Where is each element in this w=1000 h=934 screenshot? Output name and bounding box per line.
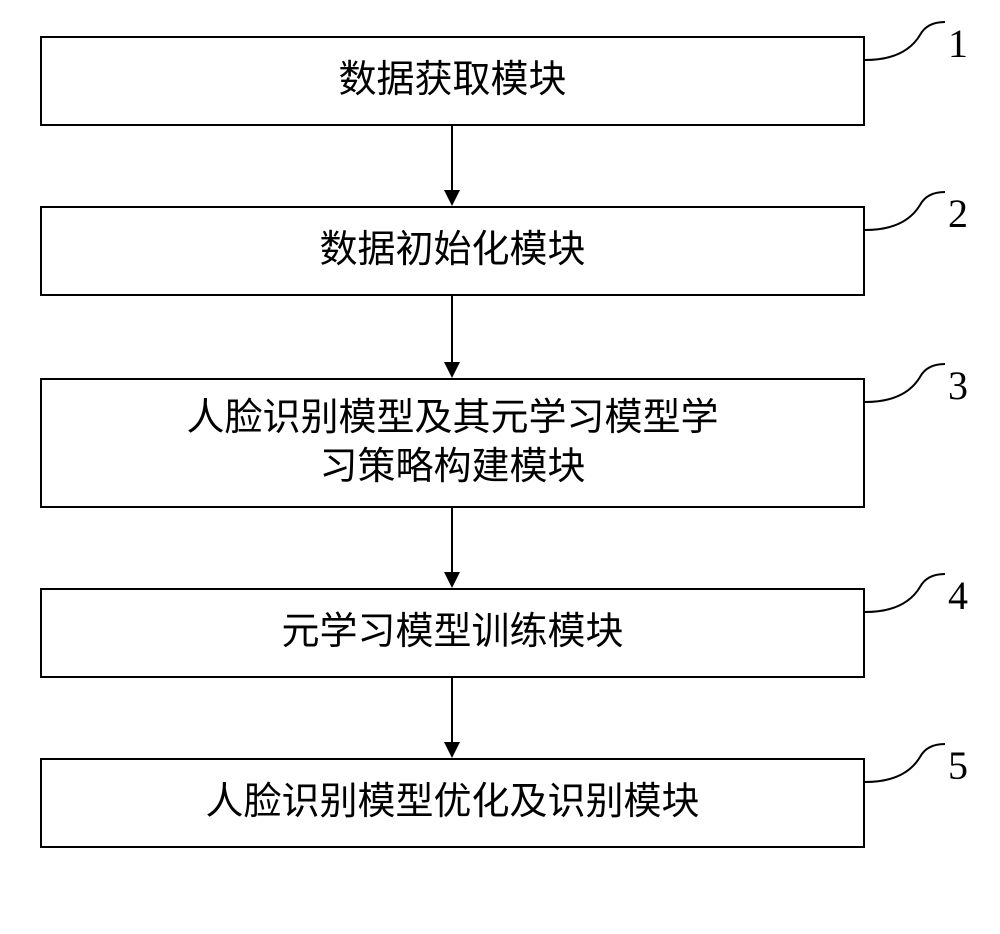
arrow-line — [451, 678, 453, 744]
node-number-label: 3 — [948, 362, 968, 409]
node-number-label: 1 — [948, 20, 968, 67]
arrow-line — [451, 126, 453, 192]
node-number-label: 5 — [948, 742, 968, 789]
label-connector — [865, 20, 945, 70]
flowchart-node: 数据获取模块 — [40, 36, 865, 126]
label-connector — [865, 572, 945, 622]
arrow-line — [451, 508, 453, 574]
node-text: 数据获取模块 — [338, 56, 566, 105]
label-connector — [865, 190, 945, 240]
node-number-label: 2 — [948, 190, 968, 237]
arrow-head-icon — [444, 362, 460, 378]
node-text: 人脸识别模型及其元学习模型学 习策略构建模块 — [186, 394, 718, 493]
node-text: 数据初始化模块 — [319, 226, 585, 275]
arrow-head-icon — [444, 572, 460, 588]
node-number-label: 4 — [948, 572, 968, 619]
label-connector — [865, 362, 945, 412]
arrow-head-icon — [444, 190, 460, 206]
node-text: 元学习模型训练模块 — [281, 608, 623, 657]
flowchart-node: 人脸识别模型及其元学习模型学 习策略构建模块 — [40, 378, 865, 508]
arrow-head-icon — [444, 742, 460, 758]
flowchart-node: 人脸识别模型优化及识别模块 — [40, 758, 865, 848]
node-text: 人脸识别模型优化及识别模块 — [205, 778, 699, 827]
flowchart-node: 元学习模型训练模块 — [40, 588, 865, 678]
label-connector — [865, 742, 945, 792]
flowchart-node: 数据初始化模块 — [40, 206, 865, 296]
arrow-line — [451, 296, 453, 364]
